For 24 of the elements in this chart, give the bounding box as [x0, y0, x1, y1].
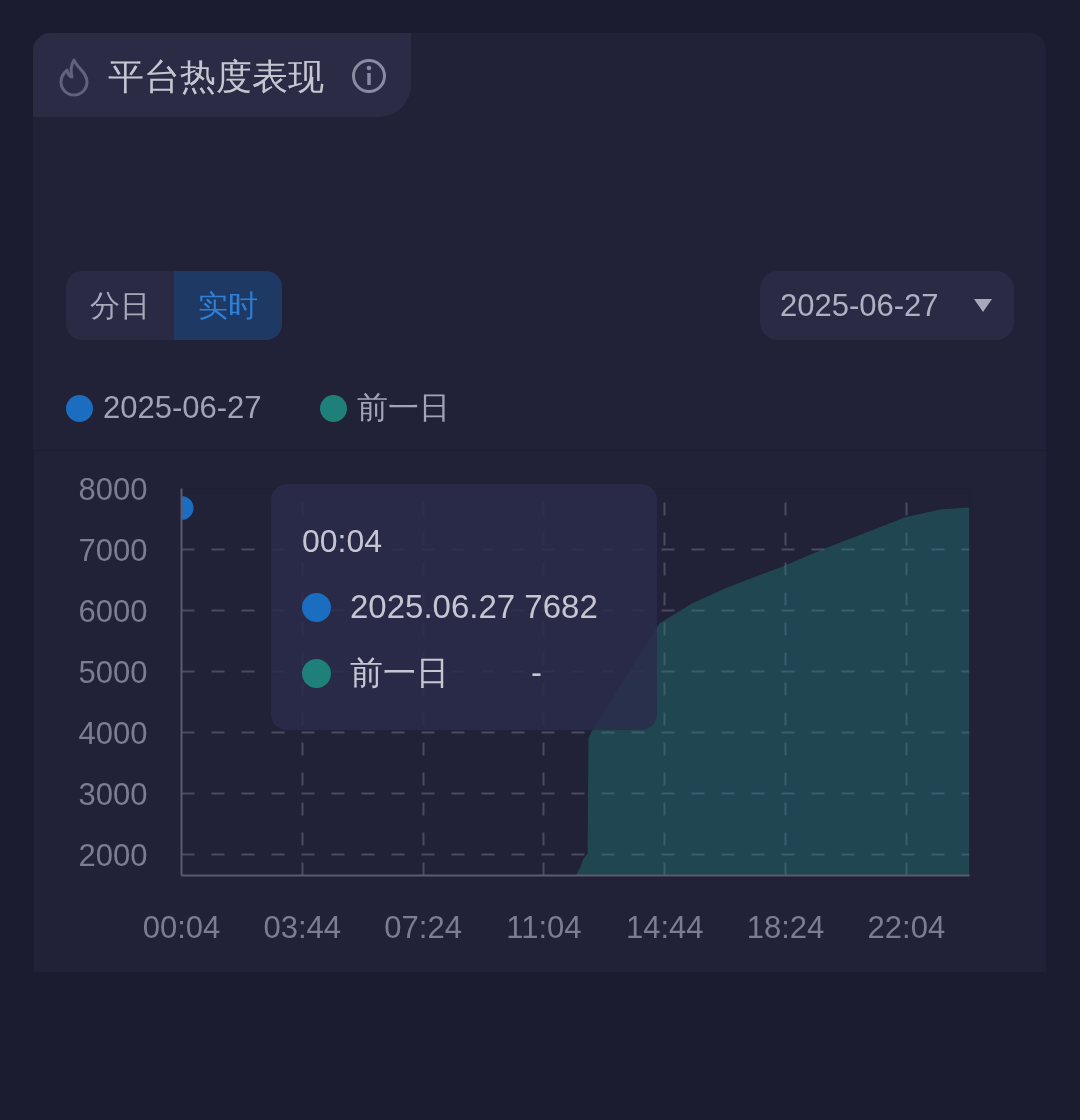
x-tick-label: 22:04	[867, 909, 946, 945]
x-tick-label: 11:04	[506, 909, 582, 945]
annotation: -	[531, 653, 542, 693]
x-tick-label: 14:44	[625, 909, 704, 945]
annotation: 前一日	[350, 653, 449, 693]
legend-label: 2025-06-27	[103, 389, 262, 427]
y-tick-label: 5000	[78, 654, 148, 690]
y-tick-label: 3000	[78, 776, 148, 812]
chart-title: 平台热度表现	[108, 55, 324, 99]
x-tick-label: 18:24	[746, 909, 825, 945]
y-tick-label: 4000	[78, 715, 148, 751]
annotation: 2025.06.27 7682	[350, 587, 598, 627]
legend-label: 前一日	[356, 389, 450, 427]
x-tick-label: 03:44	[263, 909, 342, 945]
annotation: 00:04	[302, 522, 383, 561]
x-tick-label: 07:24	[384, 909, 462, 945]
text: 分日	[89, 288, 151, 324]
y-tick-label: 7000	[78, 532, 148, 568]
x-tick-label: 00:04	[142, 909, 221, 945]
y-tick-label: 8000	[78, 471, 148, 507]
text: 实时	[174, 271, 282, 340]
text: 2025-06-27	[780, 287, 939, 325]
y-tick-label: 2000	[78, 837, 148, 873]
y-tick-label: 6000	[78, 593, 148, 629]
